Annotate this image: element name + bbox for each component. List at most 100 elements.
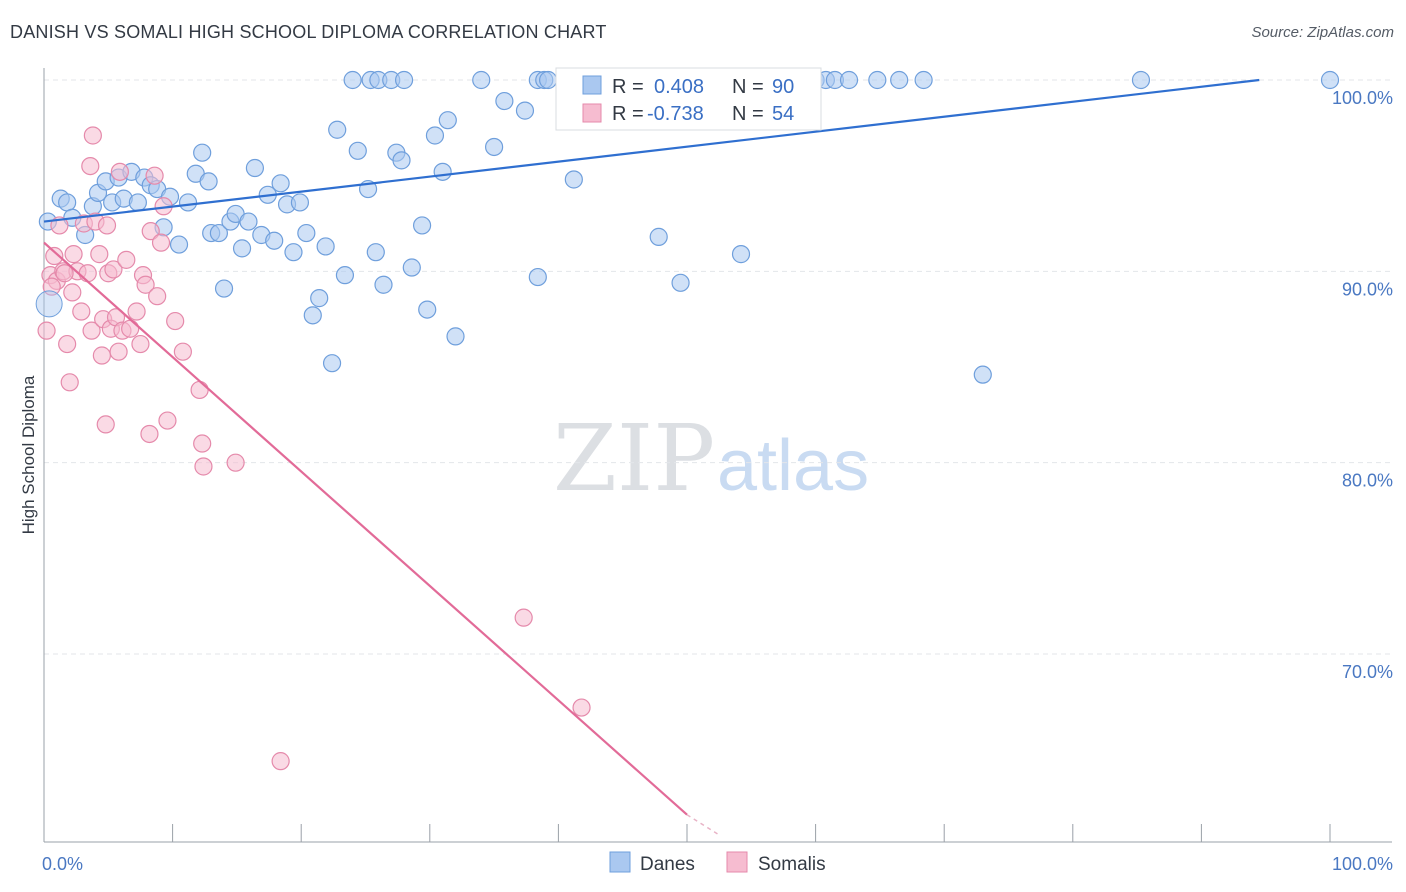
- legend: R = 0.408 N = 90 R = -0.738 N = 54: [555, 67, 822, 131]
- bottom-legend-label-danes: Danes: [640, 854, 695, 875]
- bottom-legend: Danes Somalis: [609, 851, 826, 875]
- somalis-point: [92, 346, 111, 365]
- somalis-point: [166, 311, 185, 331]
- danes-point: [366, 243, 385, 262]
- legend-n-label-danes: N =: [732, 76, 764, 98]
- somalis-point: [140, 424, 159, 444]
- data-points: [35, 70, 1340, 771]
- danes-point: [868, 70, 887, 90]
- danes-point: [914, 70, 933, 90]
- danes-point: [425, 126, 445, 145]
- legend-swatch-somalis: [582, 103, 602, 123]
- somalis-point: [572, 698, 591, 717]
- somalis-point: [45, 246, 64, 266]
- somalis-point: [193, 434, 212, 453]
- danes-point: [322, 354, 342, 373]
- danes-point: [343, 70, 362, 90]
- y-tick-label: 90.0%: [1342, 279, 1393, 299]
- legend-n-value-somalis: 54: [772, 103, 794, 125]
- somalis-point: [121, 319, 140, 338]
- somalis-point: [110, 162, 129, 181]
- somalis-point: [64, 245, 83, 264]
- legend-r-label-somalis: R =: [612, 103, 644, 125]
- somalis-point: [271, 752, 290, 771]
- somalis-point: [81, 157, 100, 176]
- danes-point: [214, 279, 234, 298]
- chart-title: DANISH VS SOMALI HIGH SCHOOL DIPLOMA COR…: [10, 22, 607, 42]
- somalis-point: [194, 457, 213, 476]
- watermark-atlas: atlas: [717, 426, 869, 506]
- danes-point: [297, 223, 316, 243]
- danes-point: [245, 158, 265, 178]
- legend-r-value-danes: 0.408: [654, 76, 704, 98]
- danes-point: [209, 223, 228, 243]
- legend-swatch-danes: [582, 75, 602, 95]
- legend-r-label-danes: R =: [612, 76, 644, 98]
- somalis-point: [151, 233, 171, 252]
- source-credit: Source: ZipAtlas.com: [1251, 24, 1394, 41]
- somalis-point: [37, 321, 56, 340]
- somalis-point: [226, 453, 245, 472]
- somalis-point: [190, 380, 209, 400]
- danes-point: [265, 231, 284, 250]
- bottom-legend-swatch-somalis: [726, 851, 748, 873]
- somalis-point: [109, 342, 128, 361]
- tick-labels: 100.0% 90.0% 80.0% 70.0% 0.0% 100.0%: [42, 88, 1393, 874]
- trend-lines: [43, 78, 1260, 837]
- somalis-point: [104, 260, 123, 279]
- bottom-legend-label-somalis: Somalis: [758, 854, 826, 875]
- danes-point: [290, 193, 310, 212]
- danes-point: [418, 300, 437, 319]
- danes-point: [199, 172, 218, 191]
- somalis-point: [58, 334, 77, 354]
- danes-point: [348, 141, 367, 160]
- danes-point: [649, 227, 668, 246]
- somalis-point: [78, 264, 97, 283]
- danes-point: [35, 290, 63, 318]
- somalis-point: [136, 275, 155, 294]
- somalis-point: [117, 250, 136, 269]
- somalis-point: [60, 373, 79, 392]
- danes-point: [564, 170, 583, 189]
- danes-point: [433, 162, 452, 181]
- danes-point: [446, 327, 465, 346]
- danes-point: [316, 237, 335, 256]
- somalis-point: [72, 302, 91, 321]
- danes-point: [472, 70, 491, 90]
- danes-point: [731, 245, 751, 264]
- danes-point: [539, 70, 558, 90]
- bottom-legend-swatch-danes: [609, 851, 631, 873]
- danes-point: [402, 258, 421, 277]
- somalis-point: [173, 342, 192, 361]
- danes-point: [1131, 70, 1151, 90]
- danes-point: [178, 193, 198, 212]
- danes-point: [890, 70, 909, 90]
- danes-point: [239, 212, 258, 231]
- danes-point: [328, 120, 347, 139]
- danes-point: [671, 273, 690, 292]
- y-tick-label: 80.0%: [1342, 471, 1393, 491]
- danes-point: [284, 243, 303, 262]
- x-tick-label: 100.0%: [1332, 854, 1393, 874]
- danes-point: [528, 267, 547, 287]
- danes-point: [310, 289, 329, 308]
- danes-point: [495, 91, 514, 111]
- watermark-zip: ZIP: [553, 405, 715, 512]
- danes-point: [303, 306, 322, 325]
- somalis-point: [63, 283, 82, 302]
- danes-point: [973, 365, 992, 384]
- legend-n-value-danes: 90: [772, 76, 794, 98]
- danes-point: [839, 70, 859, 90]
- danes-point: [128, 193, 147, 212]
- x-tick-label: 0.0%: [42, 854, 83, 874]
- danes-point: [271, 174, 290, 193]
- danes-point: [232, 239, 252, 258]
- somalis-point: [145, 166, 164, 185]
- axes: [43, 68, 1392, 843]
- legend-n-label-somalis: N =: [732, 103, 764, 125]
- somalis-point: [148, 287, 167, 306]
- somalis-point: [90, 245, 109, 264]
- somalis-point: [127, 302, 146, 321]
- somalis-point: [97, 216, 117, 235]
- danes-point: [58, 193, 77, 212]
